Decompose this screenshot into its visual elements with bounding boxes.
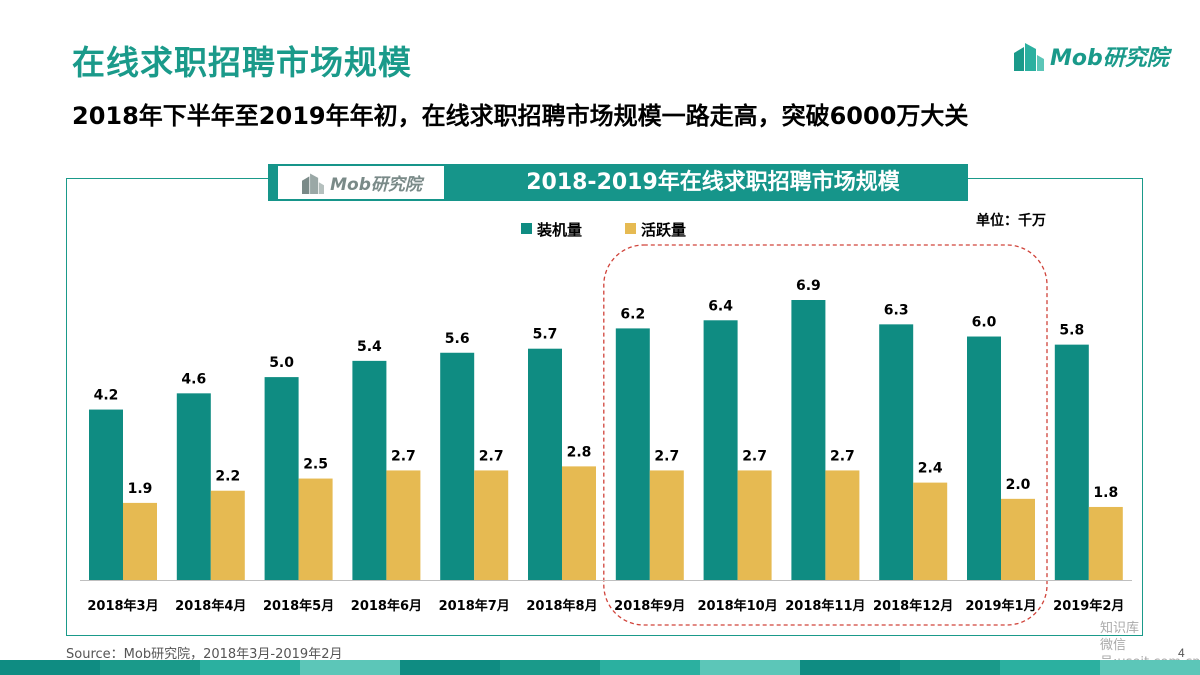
watermark-title: 知识库 [1100,621,1140,636]
bar-install [176,393,211,580]
subtitle: 2018年下半年至2019年年初，在线求职招聘市场规模一路走高，突破6000万大… [72,102,969,130]
bar-active [562,466,596,580]
bar-active [210,490,245,580]
bar-install [89,409,123,580]
mob-logo: Mob研究院 [1012,40,1169,72]
band-segment [900,660,1000,675]
data-label-install: 5.6 [445,331,470,347]
x-tick-label: 2018年4月 [175,598,246,614]
building-icon [302,172,325,194]
bar-active [737,470,772,580]
x-tick-label: 2018年12月 [873,598,953,614]
bar-install [264,377,299,580]
data-label-active: 2.4 [918,461,943,477]
x-tick-label: 2018年3月 [87,598,158,614]
band-segment [200,660,300,675]
data-label-install: 4.2 [94,388,119,404]
bar-install [1054,344,1089,580]
bar-active [825,470,860,580]
x-tick-label: 2018年6月 [351,598,422,614]
bar-active [913,482,948,580]
bottom-band [0,660,1200,675]
bar-active [386,470,421,580]
x-tick-label: 2019年2月 [1053,598,1124,614]
bar-active [123,502,157,580]
data-label-active: 2.2 [215,469,240,485]
source-note: Source：Mob研究院，2018年3月-2019年2月 [66,647,343,662]
x-tick-label: 2019年1月 [965,598,1036,614]
data-label-install: 4.6 [181,371,206,387]
bar-install [352,360,387,580]
bar-install [703,320,738,580]
chart-title: 2018-2019年在线求职招聘市场规模 [526,170,900,195]
data-label-install: 6.4 [708,298,733,314]
bar-active [1088,506,1123,580]
legend-label-install: 装机量 [536,221,582,239]
bar-active [474,470,509,580]
data-label-active: 2.7 [830,448,855,464]
data-label-install: 6.9 [796,278,821,294]
data-label-active: 2.0 [1006,477,1031,493]
bar-active [298,478,333,580]
data-label-active: 2.5 [303,457,328,473]
bar-active [1001,498,1035,580]
x-tick-label: 2018年7月 [439,598,510,614]
band-segment [700,660,800,675]
bar-active [649,470,684,580]
legend-label-active: 活跃量 [641,221,686,239]
data-label-active: 2.7 [742,448,767,464]
data-label-active: 2.7 [654,448,679,464]
data-label-active: 2.8 [567,444,592,460]
data-label-active: 2.7 [391,448,416,464]
data-label-install: 6.2 [620,306,645,322]
bar-install [791,300,826,580]
x-tick-label: 2018年10月 [697,598,777,614]
data-label-install: 6.3 [884,302,909,318]
band-segment [100,660,200,675]
band-segment [500,660,600,675]
band-segment [800,660,900,675]
data-label-install: 5.4 [357,339,382,355]
data-label-install: 6.0 [972,315,997,331]
page-title: 在线求职招聘市场规模 [72,43,412,82]
highlight-box [603,244,1048,626]
data-label-install: 5.7 [533,327,558,343]
legend-swatch-active [625,223,636,234]
data-label-install: 5.0 [269,355,294,371]
chart-header-logo-text: Mob研究院 [330,175,422,195]
data-label-active: 2.7 [479,448,504,464]
logo-text: Mob研究院 [1050,46,1169,71]
x-tick-label: 2018年11月 [785,598,865,614]
band-segment [1100,660,1200,675]
band-segment [0,660,100,675]
x-tick-label: 2018年8月 [526,598,597,614]
bar-install [615,328,650,580]
bar-install [440,352,475,580]
building-icon [1014,43,1044,71]
bar-install [967,336,1001,580]
chart-header-logo: Mob研究院 [278,166,444,199]
page-number: 4 [1178,646,1185,660]
bar-install [528,348,562,580]
x-tick-label: 2018年5月 [263,598,334,614]
band-segment [400,660,500,675]
data-label-install: 5.8 [1059,323,1084,339]
legend-swatch-install [521,223,532,234]
x-tick-label: 2018年9月 [614,598,685,614]
unit-label: 单位：千万 [976,213,1046,229]
band-segment [1000,660,1100,675]
band-segment [600,660,700,675]
data-label-active: 1.8 [1093,485,1118,501]
chart-header: Mob研究院 2018-2019年在线求职招聘市场规模 [268,164,968,201]
bar-install [879,324,914,580]
data-label-active: 1.9 [128,481,153,497]
band-segment [300,660,400,675]
